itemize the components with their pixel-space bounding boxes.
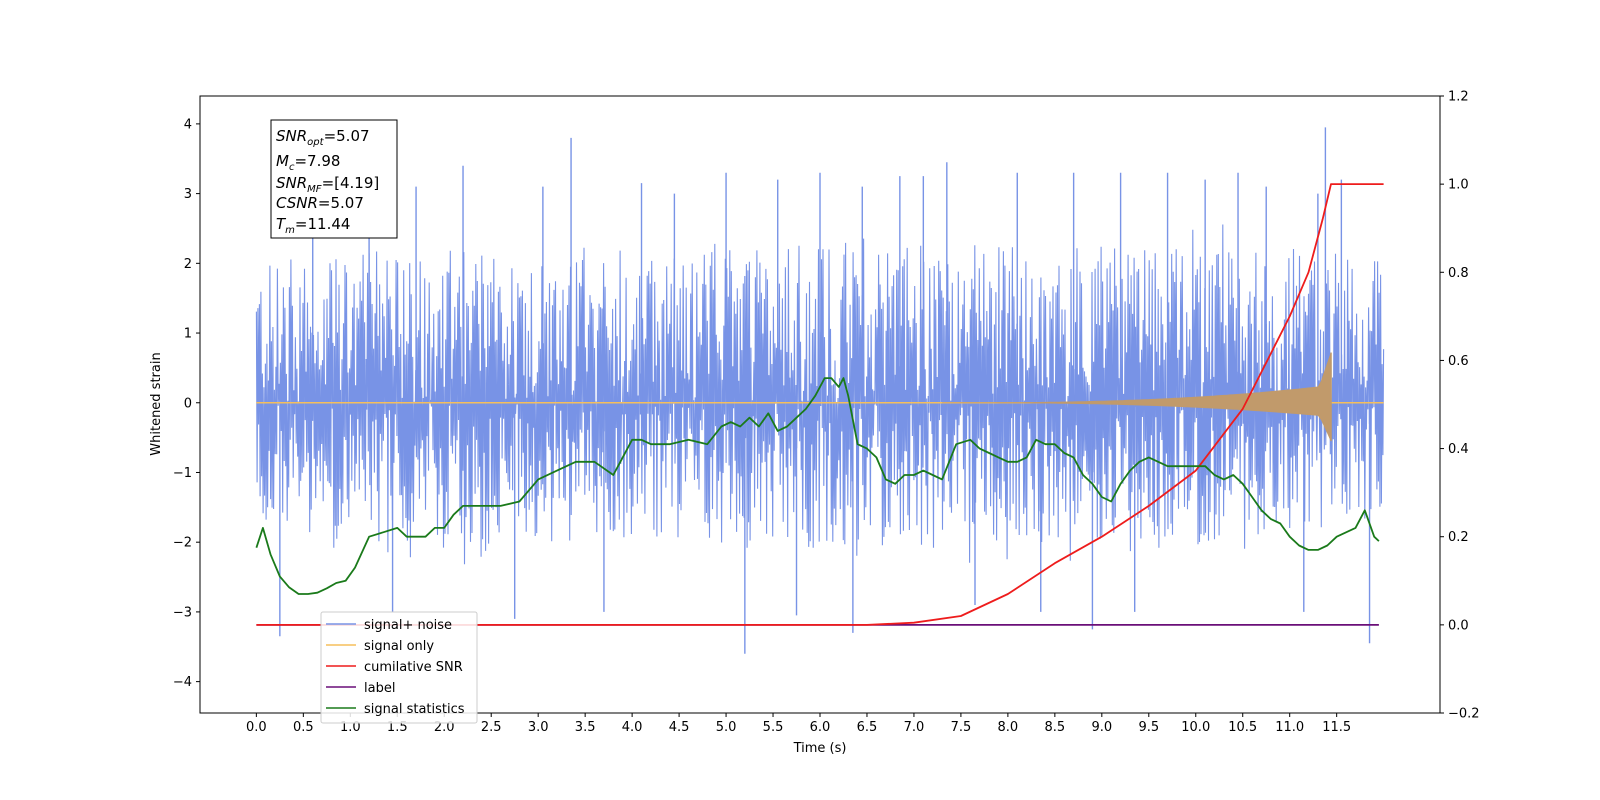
- y-tick-label: 1: [184, 327, 192, 342]
- x-tick-label: 6.0: [810, 720, 831, 735]
- y-tick-label: −3: [173, 605, 192, 620]
- x-axis-label: Time (s): [793, 741, 847, 756]
- x-tick-label: 6.5: [857, 720, 878, 735]
- x-tick-label: 9.5: [1138, 720, 1159, 735]
- legend-label-cumulative-snr: cumilative SNR: [364, 660, 463, 675]
- y-tick-label: −2: [173, 536, 192, 551]
- cumulative-snr-line: [256, 183, 1384, 626]
- x-tick-label: 10.5: [1228, 720, 1257, 735]
- annotation-csnr: CSNR=5.07: [276, 194, 364, 212]
- y-axis-right: −0.2 0.0 0.2 0.4 0.6 0.8 1.0 1.2: [1440, 90, 1480, 722]
- x-tick-label: 4.5: [669, 720, 690, 735]
- annotation-box: SNRopt=5.07 Mc=7.98 SNRMF=[4.19] CSNR=5.…: [270, 119, 398, 239]
- legend-box: [320, 611, 478, 724]
- annotation-tm: Tm=11.44: [276, 215, 350, 236]
- x-tick-label: 0.0: [246, 720, 267, 735]
- legend-label-label: label: [364, 681, 395, 696]
- signal-statistics-line: [255, 377, 1380, 595]
- y2-tick-label: 1.0: [1448, 178, 1469, 193]
- y2-tick-label: 1.2: [1448, 90, 1469, 105]
- y-axis-label: Whitened strain: [149, 352, 164, 455]
- legend: signal+ noise signal only cumilative SNR…: [320, 611, 478, 724]
- legend-label-signal-statistics: signal statistics: [364, 702, 465, 717]
- y2-tick-label: −0.2: [1448, 707, 1480, 722]
- y2-tick-label: 0.8: [1448, 266, 1469, 281]
- x-tick-label: 11.5: [1322, 720, 1351, 735]
- y-axis-left: −4 −3 −2 −1 0 1 2 3 4: [173, 117, 200, 690]
- signal-noise-series: [255, 127, 1385, 654]
- x-tick-label: 5.5: [763, 720, 784, 735]
- x-axis: 0.0 0.5 1.0 1.5 2.0 2.5 3.0 3.5 4.0 4.5 5.0 5.5 6.0 6…: [246, 713, 1351, 735]
- y-tick-label: −1: [173, 466, 192, 481]
- annotation-mc: Mc=7.98: [276, 152, 340, 173]
- y-tick-label: 4: [184, 117, 192, 132]
- x-tick-label: 1.5: [387, 720, 408, 735]
- x-tick-label: 2.0: [434, 720, 455, 735]
- x-tick-label: 7.5: [951, 720, 972, 735]
- x-tick-label: 2.5: [481, 720, 502, 735]
- y-tick-label: 3: [184, 187, 192, 202]
- y-tick-label: 2: [184, 257, 192, 272]
- y2-tick-label: 0.0: [1448, 618, 1469, 633]
- x-tick-label: 11.0: [1275, 720, 1304, 735]
- x-tick-label: 8.0: [998, 720, 1019, 735]
- legend-label-signal-noise: signal+ noise: [364, 618, 452, 633]
- y-tick-label: 0: [184, 396, 192, 411]
- annotation-snr-opt: SNRopt=5.07: [276, 127, 370, 148]
- x-tick-label: 5.0: [716, 720, 737, 735]
- x-tick-label: 1.0: [340, 720, 361, 735]
- x-tick-label: 7.0: [904, 720, 925, 735]
- legend-label-signal-only: signal only: [364, 639, 434, 654]
- annotation-snr-mf: SNRMF=[4.19]: [276, 174, 379, 195]
- y2-tick-label: 0.6: [1448, 354, 1469, 369]
- x-tick-label: 9.0: [1091, 720, 1112, 735]
- x-tick-label: 8.5: [1045, 720, 1066, 735]
- y2-tick-label: 0.2: [1448, 530, 1469, 545]
- signal-only-series: [256, 352, 1384, 442]
- x-tick-label: 4.0: [622, 720, 643, 735]
- y-tick-label: −4: [173, 675, 192, 690]
- y2-tick-label: 0.4: [1448, 442, 1469, 457]
- x-tick-label: 3.5: [575, 720, 596, 735]
- x-tick-label: 10.0: [1181, 720, 1210, 735]
- x-tick-label: 3.0: [528, 720, 549, 735]
- x-tick-label: 0.5: [293, 720, 314, 735]
